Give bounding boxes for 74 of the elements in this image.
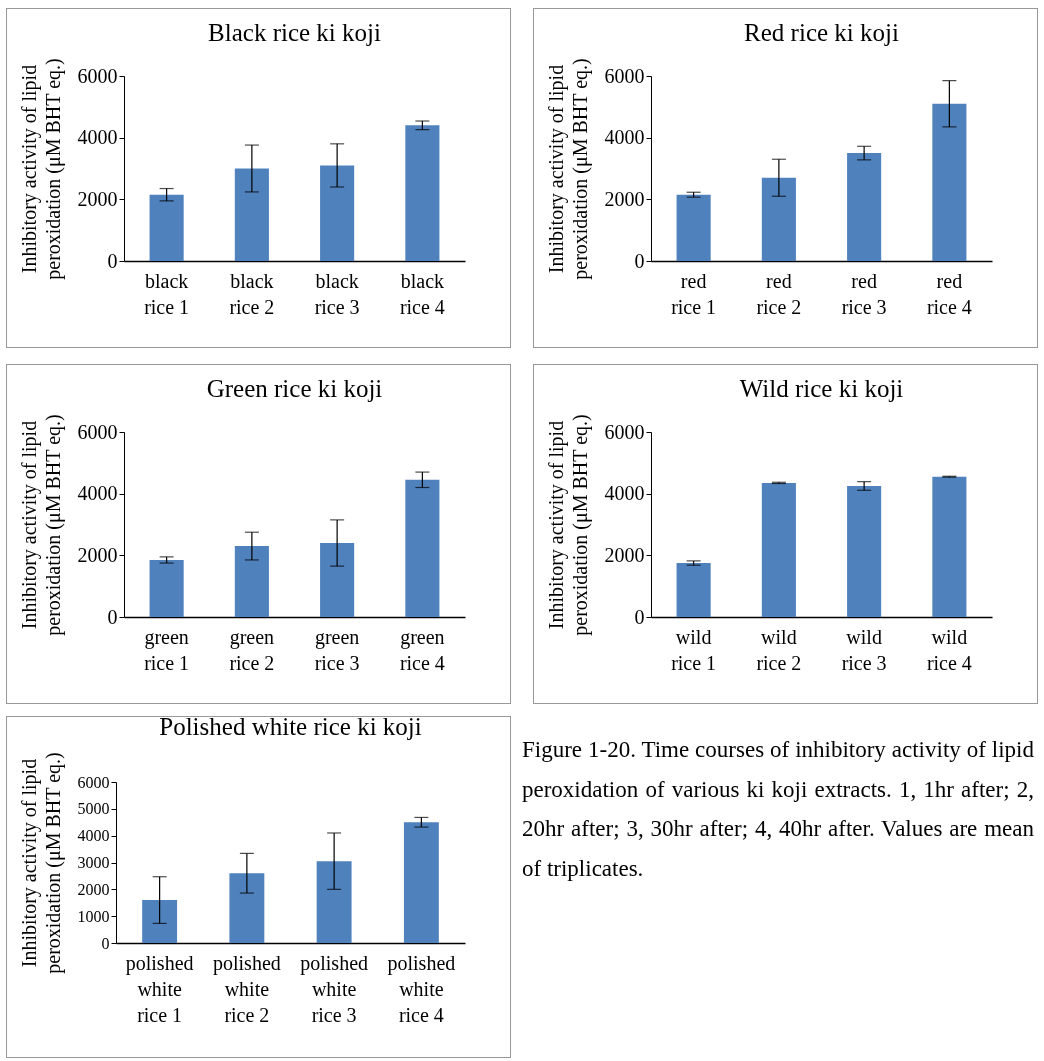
y-tick-label: 3000 xyxy=(77,854,110,871)
y-tick-label: 2000 xyxy=(77,880,110,898)
bar xyxy=(229,873,265,943)
y-tick-label: 0 xyxy=(107,605,118,628)
y-axis-title: Inhibitory activity of lipid peroxidation (μM BHT eq.) xyxy=(17,414,65,636)
bar xyxy=(761,177,796,261)
y-tick-label: 6000 xyxy=(604,64,645,87)
bar xyxy=(149,559,184,617)
y-tick-label: 4000 xyxy=(77,482,118,505)
y-tick-label: 4000 xyxy=(77,827,110,845)
x-tick-label: black rice 1 xyxy=(144,269,190,318)
y-axis-title: Inhibitory activity of lipid peroxidation (μM BHT eq.) xyxy=(544,58,592,280)
bar xyxy=(149,194,184,261)
y-tick-label: 0 xyxy=(634,605,645,628)
x-tick-label: wild rice 4 xyxy=(926,625,972,674)
bar xyxy=(847,485,882,617)
chart-title: Wild rice ki koji xyxy=(739,374,904,402)
x-tick-label: green rice 3 xyxy=(314,625,360,674)
bar xyxy=(403,822,439,943)
x-tick-label: polished white rice 2 xyxy=(212,951,281,1026)
x-tick-label: green rice 2 xyxy=(229,625,275,674)
y-tick-label: 2000 xyxy=(77,187,118,210)
x-tick-label: red rice 2 xyxy=(756,269,802,318)
chart-title: Polished white rice ki koji xyxy=(159,712,422,740)
bar xyxy=(932,103,967,261)
bar xyxy=(234,168,269,261)
y-tick-label: 4000 xyxy=(604,126,645,149)
y-tick-label: 6000 xyxy=(77,420,118,443)
y-tick-label: 6000 xyxy=(604,420,645,443)
chart-title: Black rice ki koji xyxy=(208,18,381,46)
y-tick-label: 6000 xyxy=(77,773,110,791)
chart-title: Red rice ki koji xyxy=(744,18,899,46)
bar xyxy=(405,125,440,261)
y-tick-label: 4000 xyxy=(77,126,118,149)
bar xyxy=(234,546,269,617)
y-tick-label: 1000 xyxy=(77,907,110,925)
x-tick-label: black rice 4 xyxy=(399,269,445,318)
x-tick-label: polished white rice 4 xyxy=(387,951,456,1026)
y-tick-label: 6000 xyxy=(77,64,118,87)
bar xyxy=(320,543,355,617)
caption: Figure 1-20. Time courses of inhibitory activity of lipid peroxidation of various ki koji extracts. 1, 1hr after; 2, 20hr after; 3, 30hr after; 4, 40hr after. Values are mean of triplicates. xyxy=(522,736,1034,883)
x-tick-label: wild rice 2 xyxy=(756,625,802,674)
x-tick-label: polished white rice 3 xyxy=(300,951,369,1026)
x-tick-label: red rice 1 xyxy=(671,269,717,318)
x-tick-label: black rice 2 xyxy=(229,269,275,318)
y-tick-label: 2000 xyxy=(604,187,645,210)
y-tick-label: 2000 xyxy=(77,543,118,566)
y-tick-label: 0 xyxy=(101,934,110,952)
bar xyxy=(932,476,967,617)
x-tick-label: polished white rice 1 xyxy=(125,951,194,1026)
x-tick-label: wild rice 1 xyxy=(671,625,717,674)
y-axis-title: Inhibitory activity of lipid peroxidation (μM BHT eq.) xyxy=(17,58,65,280)
bar xyxy=(676,563,711,617)
chart-title: Green rice ki koji xyxy=(206,374,383,402)
y-tick-label: 2000 xyxy=(604,543,645,566)
bar xyxy=(320,165,355,261)
y-tick-label: 5000 xyxy=(77,800,110,818)
bar xyxy=(761,482,796,617)
x-tick-label: black rice 3 xyxy=(314,269,360,318)
bar xyxy=(405,479,440,617)
y-tick-label: 4000 xyxy=(604,482,645,505)
y-axis-title: Inhibitory activity of lipid peroxidation (μM BHT eq.) xyxy=(544,414,592,636)
x-tick-label: green rice 1 xyxy=(144,625,190,674)
y-axis-title: Inhibitory activity of lipid peroxidation (μM BHT eq.) xyxy=(17,752,65,974)
x-tick-label: green rice 4 xyxy=(399,625,445,674)
x-tick-label: wild rice 3 xyxy=(841,625,887,674)
bar xyxy=(676,194,711,261)
x-tick-label: red rice 3 xyxy=(841,269,887,318)
bar xyxy=(142,900,178,943)
y-tick-label: 0 xyxy=(634,249,645,272)
bar xyxy=(316,861,352,943)
x-tick-label: red rice 4 xyxy=(926,269,972,318)
y-tick-label: 0 xyxy=(107,249,118,272)
bar xyxy=(847,153,882,261)
